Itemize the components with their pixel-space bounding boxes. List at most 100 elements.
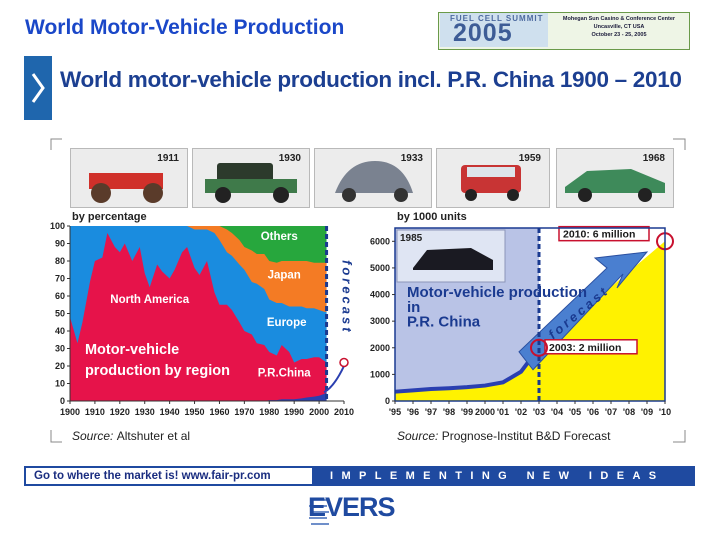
car-year-label: 1968 [642, 153, 665, 164]
car-photo-1911: 1911 [70, 148, 188, 208]
history-area [395, 347, 539, 401]
y-tick-label: 0 [385, 396, 390, 406]
headline-arrow-icon [24, 56, 52, 120]
summit-year: 2005 [453, 19, 513, 47]
x-tick-label: '99 [461, 407, 473, 417]
china-2010-marker [339, 357, 349, 368]
summit-city: Uncasville, CT USA [593, 24, 645, 30]
car-year-label: 1911 [157, 153, 179, 164]
y-tick-label: 0 [60, 396, 65, 406]
y-tick-label: 20 [55, 361, 65, 371]
summit-venue: Mohegan Sun Casino & Conference Center [562, 16, 676, 22]
forecast-area [539, 241, 665, 401]
history-line [394, 346, 541, 394]
x-tick-label: 1910 [85, 407, 105, 417]
y-tick-label: 80 [55, 256, 65, 266]
region-label-north-america: North America [110, 294, 189, 306]
x-tick-label: '01 [497, 407, 509, 417]
x-tick-label: 1900 [60, 407, 80, 417]
left-chart: forecast 0 10 20 30 40 50 60 70 80 90 100 1900 1910 19… [50, 221, 355, 417]
right-chart-ylabel: by 1000 units [397, 211, 467, 223]
china-car-icon [413, 248, 493, 270]
right-source-text: Prognose-Institut B&D Forecast [441, 429, 611, 443]
slide-title: World Motor-Vehicle Production [25, 16, 345, 39]
summit-logo [440, 13, 548, 47]
y-tick-label: 40 [55, 326, 65, 336]
car-photo-1959: 1959 [436, 148, 550, 208]
car-year-label: 1930 [278, 153, 301, 164]
y-tick-label: 60 [55, 291, 65, 301]
left-chart-ylabel: by percentage [72, 211, 147, 223]
x-tick-label: '96 [407, 407, 419, 417]
evers-logo: EVERS [308, 492, 396, 522]
x-tick-label: 1940 [160, 407, 180, 417]
left-source-text: Altshuter et al [116, 429, 191, 443]
summit-name: FUEL CELL SUMMIT [450, 14, 544, 23]
car-photo-1930: 1930 [192, 148, 310, 208]
x-tick-label: 2000 [309, 407, 329, 417]
china-photo-year: 1985 [400, 233, 423, 244]
callout-2003: 2003: 2 million [549, 342, 621, 354]
left-source-label: Source: [72, 429, 114, 443]
marker-2003 [530, 338, 548, 357]
annotation-line-1: Motor-vehicle [85, 342, 179, 358]
y-tick-label: 70 [55, 274, 65, 284]
china-title-line-3: P.R. China [407, 313, 481, 330]
region-label-europe: Europe [267, 317, 307, 329]
y-tick-label: 5000 [370, 263, 390, 273]
y-tick-label: 1000 [370, 369, 390, 379]
x-tick-label: '97 [425, 407, 437, 417]
car-photo-1968: 1968 [556, 148, 674, 208]
forecast-zone [326, 226, 344, 401]
x-tick-label: 1960 [209, 407, 229, 417]
footer-slogan: IMPLEMENTING NEW IDEAS [314, 466, 695, 486]
footer-link[interactable]: Go to where the market is! www.fair-pr.c… [24, 466, 314, 486]
y-tick-label: 50 [55, 309, 65, 319]
china-title-line-2: in [407, 299, 420, 316]
x-tick-label: '98 [443, 407, 455, 417]
x-tick-label: 1970 [234, 407, 254, 417]
x-tick-label: 1990 [284, 407, 304, 417]
car-year-label: 1933 [400, 153, 423, 164]
callout-2010-box [558, 225, 650, 242]
x-tick-label: '02 [515, 407, 527, 417]
left-source: Source: Altshuter et al [72, 429, 190, 443]
y-tick-label: 100 [50, 221, 65, 231]
x-tick-label: '95 [389, 407, 401, 417]
headline: World motor-vehicle production incl. P.R… [60, 67, 682, 92]
x-tick-label: '10 [659, 407, 671, 417]
region-label-japan: Japan [268, 270, 301, 282]
china-trend-arrow [323, 365, 345, 394]
car-year-label: 1959 [518, 153, 541, 164]
frame-corners [50, 138, 686, 443]
evers-mark-icon [309, 499, 329, 525]
china-title-line-1: Motor-vehicle production [407, 284, 587, 301]
region-label-p-r-china: P.R.China [258, 368, 311, 380]
callout-2003-box [544, 339, 638, 355]
y-tick-label: 4000 [370, 290, 390, 300]
x-tick-label: '05 [569, 407, 581, 417]
forecast-label: forecast [340, 260, 355, 335]
area-north-america [70, 233, 327, 401]
x-tick-label: '08 [623, 407, 635, 417]
x-tick-label: '07 [605, 407, 617, 417]
x-tick-label: 1950 [185, 407, 205, 417]
y-tick-label: 3000 [370, 316, 390, 326]
plot-border [394, 227, 666, 402]
region-label-others: Others [261, 231, 298, 243]
annotation-line-2: production by region [85, 363, 230, 379]
y-tick-label: 6000 [370, 236, 390, 246]
x-tick-label: '04 [551, 407, 563, 417]
x-tick-label: 1980 [259, 407, 279, 417]
callout-2010: 2010: 6 million [563, 229, 635, 241]
x-tick-label: '09 [641, 407, 653, 417]
x-tick-label: 1930 [135, 407, 155, 417]
y-tick-label: 2000 [370, 343, 390, 353]
right-source: Source: Prognose-Institut B&D Forecast [397, 429, 610, 443]
car-photo-1933: 1933 [314, 148, 432, 208]
y-tick-label: 10 [55, 379, 65, 389]
x-tick-label: '06 [587, 407, 599, 417]
x-tick-label: 2010 [334, 407, 354, 417]
summit-dates: October 23 - 25, 2005 [591, 32, 647, 38]
